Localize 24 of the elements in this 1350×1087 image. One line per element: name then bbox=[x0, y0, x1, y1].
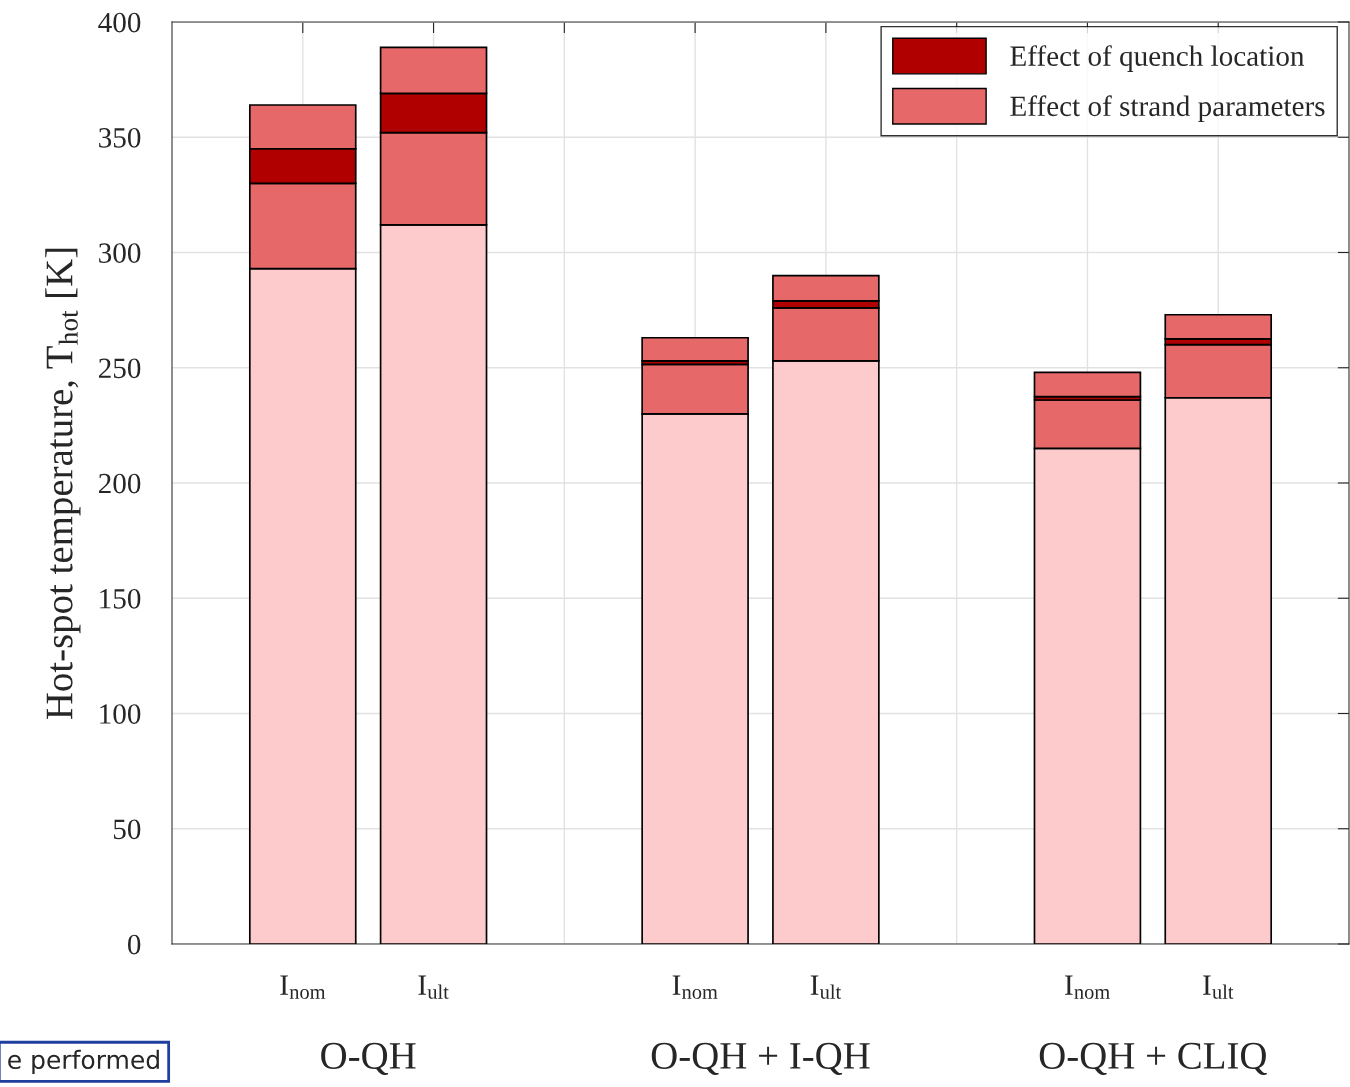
y-tick-label: 350 bbox=[99, 127, 141, 148]
x-tick-label: I$_{nom}$ bbox=[280, 975, 326, 999]
x-tick-label: I$_{ult}$ bbox=[418, 975, 449, 999]
y-tick-label: 200 bbox=[98, 473, 141, 494]
legend-label: Effect of strand parameters bbox=[1010, 95, 1325, 123]
y-tick-label: 0 bbox=[127, 934, 141, 955]
x-tick-label: I$_{ult}$ bbox=[1203, 975, 1234, 999]
y-tick-label: 400 bbox=[98, 12, 141, 33]
y-tick-label: 150 bbox=[100, 588, 141, 609]
bar bbox=[641, 336, 749, 362]
text: O-QH + I-QH bbox=[651, 1042, 870, 1075]
x-tick-label: I$_{nom}$ bbox=[1065, 975, 1110, 999]
text: O-QH + CLIQ bbox=[1039, 1042, 1267, 1075]
text: e performed bbox=[8, 1049, 159, 1074]
y-tick-label: 100 bbox=[100, 704, 141, 724]
x-tick-label: I$_{ult}$ bbox=[810, 975, 842, 999]
legend-label: Effect of quench location bbox=[1010, 45, 1305, 72]
x-tick-label: I$_{nom}$ bbox=[672, 975, 718, 999]
text: O-QH bbox=[321, 1042, 416, 1075]
bar bbox=[1033, 371, 1142, 398]
y-axis-title: Hot-spot temperature, T$_{hot}$ [K] bbox=[45, 248, 81, 720]
y-tick-label: 300 bbox=[99, 243, 141, 263]
y-tick-label: 250 bbox=[98, 358, 141, 379]
y-tick-label: 50 bbox=[113, 819, 141, 840]
